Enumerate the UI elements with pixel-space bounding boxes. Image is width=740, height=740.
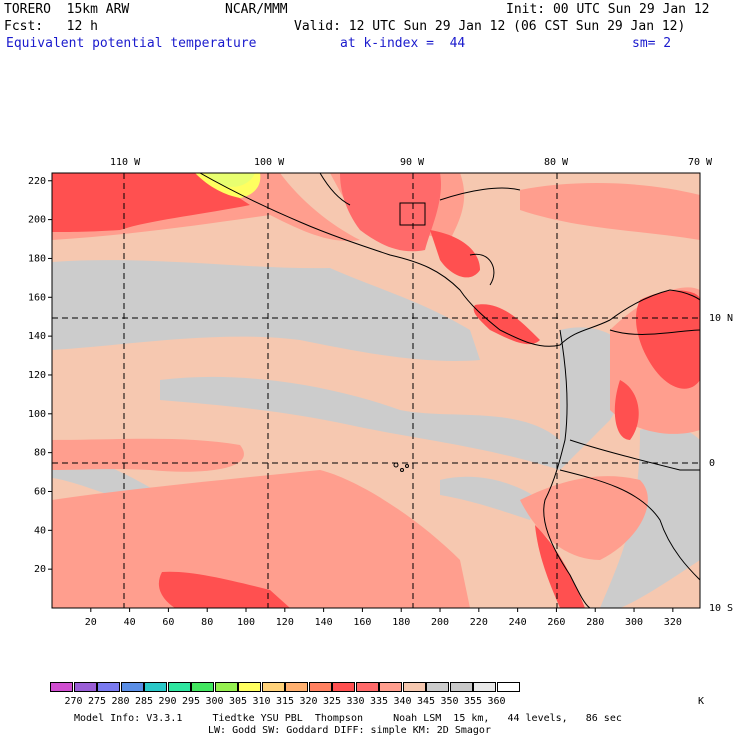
plot-frame [51,172,701,609]
y-tick-label: 100 [28,409,46,420]
theta-e-field [52,173,700,608]
legend-label: 340 [393,696,412,707]
legend-label: 275 [87,696,107,707]
y-tick-label: 200 [28,215,46,226]
coastlines [199,173,700,608]
y-tick-label: 180 [28,253,46,264]
legend-label: 290 [158,696,177,707]
legend-swatch [355,682,379,692]
legend-swatch [144,682,167,692]
x-tick-label: 140 [315,617,333,628]
x-tick-label: 100 [237,617,255,628]
legend-label: 345 [416,696,436,707]
x-tick-label: 260 [547,617,565,628]
legend-label: 300 [205,696,224,707]
y-tick-label: 220 [28,176,46,187]
lon-label: 110 W [110,157,141,168]
legend-label: 305 [228,696,248,707]
x-tick-label: 180 [392,617,410,628]
legend-swatch [426,682,449,692]
y-tick-label: 160 [28,292,46,303]
legend-swatch [73,682,97,692]
legend-label: 325 [322,696,342,707]
x-tick-label: 60 [162,617,174,628]
legend-label: 330 [346,696,365,707]
legend-swatch [379,682,402,692]
y-tick-label: 80 [34,448,46,459]
x-tick-label: 20 [85,617,97,628]
legend-label: 310 [252,696,271,707]
legend-label: 285 [134,696,154,707]
y-tick-label: 140 [28,331,46,342]
lon-label: 80 W [544,157,569,168]
legend-swatch [120,682,144,692]
lat-label: 10 N [709,313,734,324]
legend-swatch [50,682,73,692]
x-tick-label: 280 [586,617,604,628]
x-tick-label: 120 [276,617,294,628]
x-tick-label: 220 [470,617,488,628]
x-tick-label: 200 [431,617,449,628]
model-info: Model Info: V3.3.1 Tiedtke YSU PBL Thomp… [74,713,622,724]
smoothing-label: sm= 2 [632,36,672,51]
y-tick-label: 120 [28,370,46,381]
x-tick-label: 320 [664,617,682,628]
lat-label: 0 [709,458,716,469]
legend-label: 270 [64,696,83,707]
legend-swatch [402,682,426,692]
legend-swatch [167,682,191,692]
legend-label: 315 [275,696,295,707]
lon-label: 90 W [400,157,425,168]
legend-swatch [191,682,214,692]
legend-swatch [261,682,285,692]
legend-swatch [285,682,308,692]
legend-swatch [332,682,355,692]
legend-swatch [449,682,473,692]
level-label: at k-index = 44 [340,36,466,51]
model-title: TORERO 15km ARW [4,2,130,17]
x-tick-label: 40 [124,617,136,628]
legend-swatch [238,682,261,692]
forecast-hour: Fcst: 12 h [4,19,98,34]
x-tick-label: 300 [625,617,643,628]
legend-label: 320 [299,696,318,707]
legend-unit: K [698,696,705,707]
physics-info: LW: Godd SW: Goddard DIFF: simple KM: 2D… [208,725,491,736]
lon-label: 70 W [688,157,713,168]
init-time: Init: 00 UTC Sun 29 Jan 12 [506,2,710,17]
legend-label: 350 [440,696,459,707]
legend-swatch [214,682,238,692]
legend-label: 280 [111,696,130,707]
valid-time: Valid: 12 UTC Sun 29 Jan 12 (06 CST Sun … [294,19,686,34]
y-tick-label: 40 [34,525,46,536]
legend-swatch [496,682,520,692]
x-tick-label: 160 [353,617,371,628]
organization-label: NCAR/MMM [225,2,288,17]
legend-swatch [473,682,496,692]
legend-label: 355 [463,696,483,707]
field-name: Equivalent potential temperature [6,36,257,51]
legend-label: 335 [369,696,389,707]
y-tick-label: 20 [34,564,46,575]
lat-lon-grid [52,173,700,608]
y-tick-label: 60 [34,486,46,497]
x-tick-label: 240 [509,617,527,628]
lat-label: 10 S [709,603,734,614]
x-tick-label: 80 [201,617,213,628]
legend-label: 295 [181,696,201,707]
legend-swatch [308,682,332,692]
lon-label: 100 W [254,157,285,168]
legend-label: 360 [487,696,506,707]
legend-swatch [97,682,120,692]
